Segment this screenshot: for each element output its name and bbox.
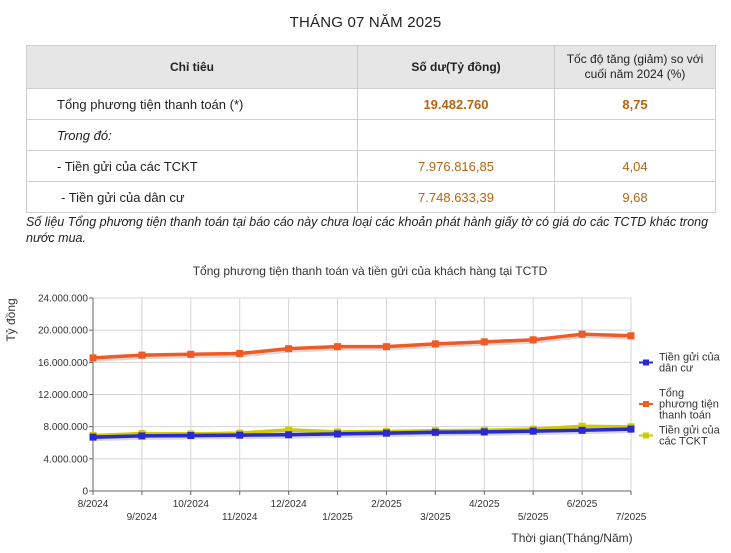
series-line bbox=[92, 332, 632, 360]
x-axis-label: Thời gian(Tháng/Năm) bbox=[511, 531, 632, 545]
data-point bbox=[627, 425, 635, 433]
footnote: Số liệu Tổng phương tiện thanh toán tại … bbox=[26, 215, 709, 245]
data-point bbox=[480, 428, 488, 436]
data-point bbox=[529, 427, 537, 435]
data-point bbox=[382, 343, 390, 351]
data-point bbox=[578, 330, 586, 338]
row-growth: 4,04 bbox=[554, 150, 716, 182]
x-tick-label: 12/2024 bbox=[271, 499, 308, 510]
table-header-row: Chỉ tiêu Số dư(Tỷ đồng) Tốc độ tăng (giả… bbox=[26, 45, 716, 89]
x-tick-label: 11/2024 bbox=[222, 512, 258, 523]
page-title: THÁNG 07 NĂM 2025 bbox=[289, 14, 442, 31]
x-tick-label: 1/2025 bbox=[322, 512, 353, 523]
legend-swatch-marker bbox=[643, 401, 649, 407]
legend-label: Tổng bbox=[659, 388, 684, 400]
series-lines bbox=[89, 330, 635, 442]
y-tick-label: 4.000.000 bbox=[44, 454, 89, 465]
table-row: Tổng phương tiện thanh toán (*) 19.482.7… bbox=[26, 88, 716, 120]
row-growth: 8,75 bbox=[554, 88, 716, 120]
data-point bbox=[285, 345, 293, 353]
row-label: Tổng phương tiện thanh toán (*) bbox=[26, 88, 358, 120]
chart-title: Tổng phương tiện thanh toán và tiền gửi … bbox=[193, 264, 548, 278]
data-point bbox=[529, 336, 537, 344]
table-row: - Tiền gửi của các TCKT 7.976.816,85 4,0… bbox=[26, 150, 716, 182]
y-tick-label: 0 bbox=[82, 487, 88, 498]
data-point bbox=[138, 432, 146, 440]
legend-swatch-marker bbox=[643, 432, 649, 439]
header-balance: Số dư(Tỷ đồng) bbox=[357, 45, 555, 89]
data-point bbox=[89, 354, 97, 362]
row-balance: 7.976.816,85 bbox=[357, 150, 555, 182]
row-balance: 19.482.760 bbox=[357, 88, 555, 120]
data-point bbox=[382, 429, 390, 437]
data-point bbox=[138, 351, 146, 359]
x-tick-label: 7/2025 bbox=[616, 512, 647, 523]
table-row: - Tiền gửi của dân cư 7.748.633,39 9,68 bbox=[26, 181, 716, 213]
legend-label: thanh toán bbox=[659, 410, 711, 422]
data-point bbox=[187, 432, 195, 440]
series-line bbox=[92, 427, 632, 439]
data-point bbox=[187, 350, 195, 358]
legend-swatch-marker bbox=[643, 359, 649, 366]
row-label: - Tiền gửi của dân cư bbox=[26, 181, 358, 213]
data-point bbox=[627, 332, 635, 340]
header-growth: Tốc độ tăng (giảm) so với cuối năm 2024 … bbox=[554, 45, 716, 89]
data-point bbox=[334, 343, 342, 351]
x-tick-label: 9/2024 bbox=[127, 512, 158, 523]
series-shadow bbox=[93, 334, 633, 362]
row-growth bbox=[554, 119, 716, 151]
data-point bbox=[285, 426, 293, 434]
y-axis-label: Tỷ đồng bbox=[4, 298, 18, 341]
x-tick-label: 10/2024 bbox=[173, 499, 210, 510]
data-point bbox=[578, 426, 586, 434]
legend-label: Tiền gửi của bbox=[659, 352, 721, 364]
y-tick-label: 24.000.000 bbox=[38, 294, 88, 305]
data-point bbox=[431, 428, 439, 436]
row-balance bbox=[357, 119, 555, 151]
data-point bbox=[236, 349, 244, 357]
legend-label: các TCKT bbox=[659, 436, 708, 448]
header-indicator: Chỉ tiêu bbox=[26, 45, 358, 89]
table-row: Trong đó: bbox=[26, 119, 716, 151]
axes bbox=[89, 297, 632, 495]
data-point bbox=[480, 338, 488, 346]
y-tick-label: 8.000.000 bbox=[44, 422, 89, 433]
x-tick-labels: 8/2024 9/2024 10/2024 11/2024 12/2024 1/2025 2… bbox=[78, 499, 647, 523]
row-growth: 9,68 bbox=[554, 181, 716, 213]
data-point bbox=[578, 422, 586, 430]
y-tick-labels: 0 4.000.000 8.000.000 12.000.000 16.000.000 2… bbox=[38, 294, 89, 498]
data-point bbox=[285, 431, 293, 439]
grid-lines bbox=[93, 297, 632, 491]
x-tick-label: 3/2025 bbox=[420, 512, 451, 523]
legend-label: phương tiện bbox=[659, 399, 719, 411]
x-tick-label: 6/2025 bbox=[567, 499, 598, 510]
series-shadow bbox=[93, 429, 633, 442]
x-tick-label: 2/2025 bbox=[371, 499, 402, 510]
row-balance: 7.748.633,39 bbox=[357, 181, 555, 213]
x-tick-label: 5/2025 bbox=[518, 512, 549, 523]
y-tick-label: 16.000.000 bbox=[38, 358, 88, 369]
x-tick-label: 8/2024 bbox=[78, 499, 109, 510]
data-point bbox=[89, 433, 97, 441]
y-tick-label: 12.000.000 bbox=[38, 390, 88, 401]
data-point bbox=[236, 431, 244, 439]
x-tick-label: 4/2025 bbox=[469, 499, 500, 510]
data-point bbox=[431, 340, 439, 348]
legend-label: Tiền gửi của bbox=[659, 425, 721, 437]
row-label: Trong đó: bbox=[26, 119, 358, 151]
summary-table: Chỉ tiêu Số dư(Tỷ đồng) Tốc độ tăng (giả… bbox=[26, 45, 716, 213]
y-tick-label: 20.000.000 bbox=[38, 326, 88, 337]
legend-label: dân cư bbox=[659, 363, 694, 375]
line-chart: Tổng phương tiện thanh toán và tiền gửi … bbox=[4, 264, 721, 545]
data-point bbox=[334, 430, 342, 438]
row-label: - Tiền gửi của các TCKT bbox=[26, 150, 358, 182]
